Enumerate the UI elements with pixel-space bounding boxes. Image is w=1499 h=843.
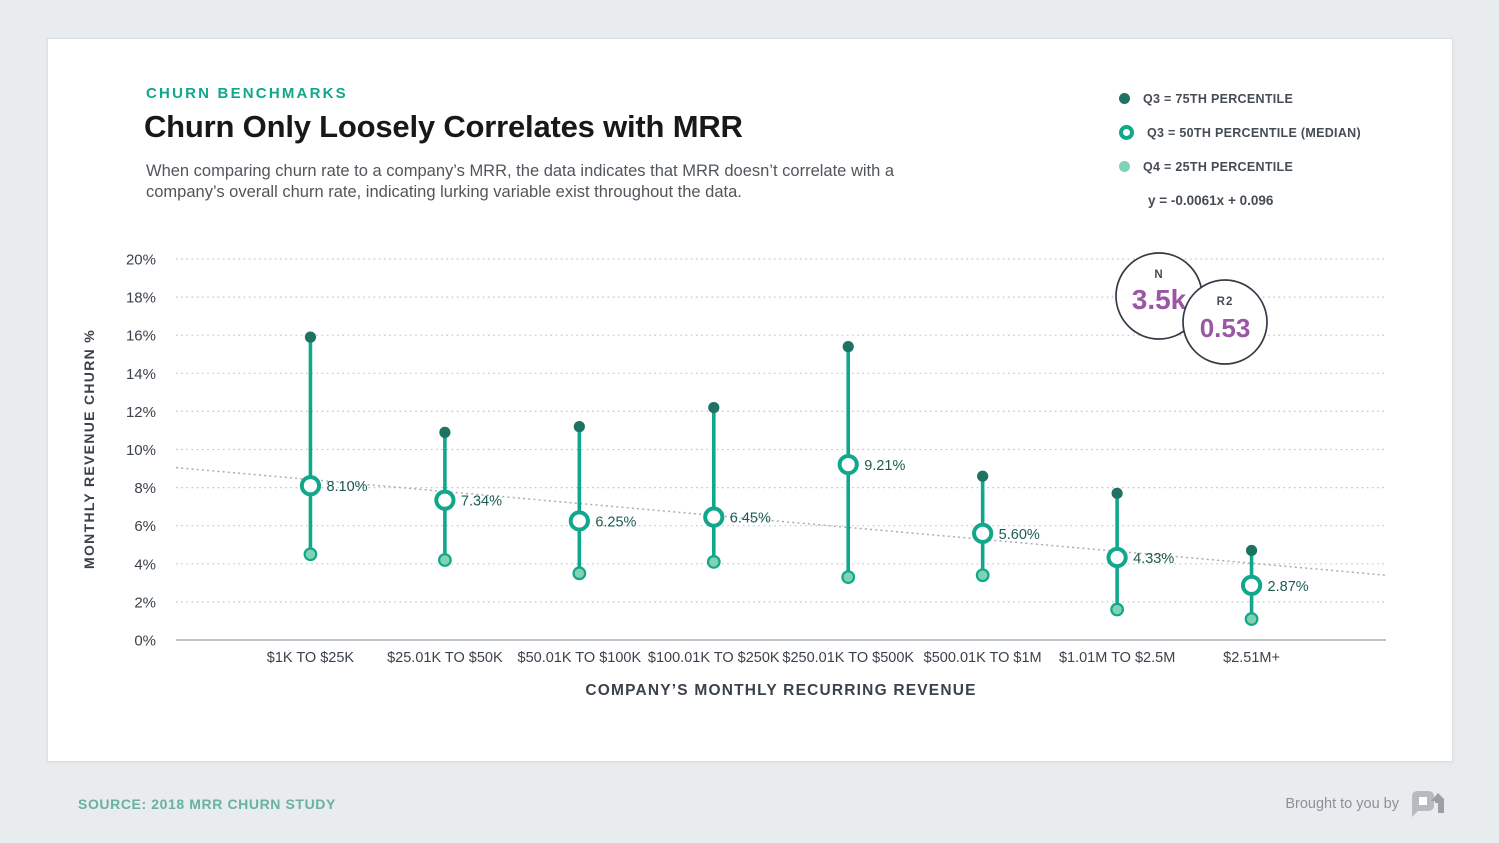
x-axis-title: COMPANY’S MONTHLY RECURRING REVENUE: [585, 682, 976, 699]
median-point: [434, 489, 456, 511]
q3-75th-point: [708, 401, 720, 414]
median-point: [299, 475, 322, 497]
n-value: 3.5k: [1132, 284, 1187, 315]
x-tick-label: $1.01M TO $2.5M: [1059, 650, 1175, 666]
x-tick-label: $50.01K TO $100K: [518, 650, 642, 666]
y-tick-label: 16%: [126, 328, 156, 345]
y-tick-label: 14%: [126, 366, 156, 383]
range-plot-8: 2.87%: [1240, 544, 1309, 626]
median-value-label: 4.33%: [1133, 551, 1174, 567]
brand-logo-icon: [1412, 790, 1444, 817]
range-series: 8.10% 7.34% 6.25% 6.45% 9.21% 5.60% 4.33% 2.87%: [299, 331, 1309, 626]
q1-25th-point: [437, 553, 452, 567]
x-tick-label: $25.01K TO $50K: [387, 650, 503, 666]
y-tick-label: 4%: [134, 556, 156, 573]
r2-value: 0.53: [1200, 313, 1251, 343]
footer: SOURCE: 2018 MRR CHURN STUDY Brought to …: [78, 784, 1445, 824]
median-point: [568, 510, 590, 532]
range-plot-7: 4.33%: [1106, 487, 1174, 617]
range-plot-4: 6.45%: [703, 401, 771, 569]
median-value-label: 5.60%: [999, 527, 1040, 543]
q1-25th-point: [841, 570, 856, 585]
y-tick-label: 12%: [126, 404, 156, 421]
y-tick-label: 0%: [134, 633, 156, 650]
legend-label: Q4 = 25TH PERCENTILE: [1143, 159, 1294, 174]
range-plot-1: 8.10%: [299, 331, 368, 562]
q1-25th-point: [975, 568, 990, 583]
q4-25th-dot-icon: [1119, 161, 1130, 172]
q1-25th-point: [706, 554, 721, 569]
median-point: [837, 453, 859, 476]
median-point: [972, 522, 994, 544]
median-value-label: 9.21%: [864, 458, 905, 474]
churn-vs-mrr-chart: 0% 2% 4% 6% 8% 10% 12% 14% 16% 18% 20% MONTHLY REV…: [81, 252, 1387, 699]
eyebrow-label: CHURN BENCHMARKS: [146, 85, 348, 102]
median-value-label: 6.45%: [730, 511, 771, 527]
legend: Q3 = 75TH PERCENTILE Q3 = 50TH PERCENTIL…: [1119, 91, 1361, 222]
x-tick-label: $1K TO $25K: [267, 650, 355, 666]
q3-75th-point: [573, 421, 585, 433]
median-value-label: 7.34%: [461, 494, 502, 510]
q3-75th-point: [304, 331, 317, 343]
brought-by-label: Brought to you by: [1285, 796, 1399, 812]
trend-equation: y = -0.0061x + 0.096: [1148, 193, 1274, 208]
subtitle: When comparing churn rate to a company’s…: [146, 162, 895, 201]
chart-card: CHURN BENCHMARKS Churn Only Loosely Corr…: [47, 38, 1453, 762]
x-tick-label: $250.01K TO $500K: [782, 650, 914, 666]
legend-label: Q3 = 75TH PERCENTILE: [1143, 91, 1294, 106]
legend-item-median: Q3 = 50TH PERCENTILE (MEDIAN): [1119, 125, 1361, 140]
range-plot-6: 5.60%: [972, 470, 1040, 583]
y-tick-label: 20%: [126, 252, 156, 269]
stat-circles: N 3.5k R2 0.53: [1115, 252, 1268, 365]
median-ring-dot-icon: [1119, 125, 1134, 140]
q1-25th-point: [1244, 612, 1259, 626]
x-tick-label: $2.51M+: [1223, 650, 1280, 666]
y-tick-label: 6%: [134, 518, 156, 535]
source-credit: SOURCE: 2018 MRR CHURN STUDY: [78, 796, 336, 812]
legend-label: Q3 = 50TH PERCENTILE (MEDIAN): [1147, 125, 1361, 140]
x-tick-label: $500.01K TO $1M: [924, 650, 1042, 666]
q3-75th-point: [977, 470, 989, 482]
q1-25th-point: [572, 566, 587, 581]
q1-25th-point: [1110, 602, 1125, 617]
legend-item-25th: Q4 = 25TH PERCENTILE: [1119, 159, 1361, 174]
q3-75th-point: [1111, 487, 1123, 499]
y-axis-tick-labels: 0% 2% 4% 6% 8% 10% 12% 14% 16% 18% 20%: [126, 252, 156, 650]
median-point: [1106, 546, 1128, 569]
range-plot-2: 7.34%: [434, 426, 502, 567]
n-label: N: [1154, 269, 1163, 281]
q3-75th-point: [439, 426, 451, 438]
range-plot-5: 9.21%: [837, 341, 905, 585]
page-title: Churn Only Loosely Correlates with MRR: [144, 109, 743, 144]
range-plot-3: 6.25%: [568, 421, 637, 581]
median-value-label: 2.87%: [1268, 579, 1309, 595]
x-axis-tick-labels: $1K TO $25K $25.01K TO $50K $50.01K TO $10…: [267, 650, 1280, 666]
q3-75th-point: [1245, 544, 1258, 557]
median-point: [703, 506, 725, 528]
y-tick-label: 18%: [126, 290, 156, 307]
median-value-label: 8.10%: [326, 479, 367, 495]
gridlines: [176, 258, 1386, 641]
q3-75th-point: [842, 341, 854, 353]
y-tick-label: 2%: [134, 594, 156, 611]
q1-25th-point: [303, 547, 318, 562]
median-point: [1240, 574, 1263, 596]
q3-75th-dot-icon: [1119, 93, 1130, 104]
y-axis-title: MONTHLY REVENUE CHURN %: [81, 329, 97, 569]
y-tick-label: 8%: [134, 480, 156, 497]
r2-label: R2: [1217, 296, 1234, 308]
legend-item-75th: Q3 = 75TH PERCENTILE: [1119, 91, 1361, 106]
y-tick-label: 10%: [126, 442, 156, 459]
r2-circle: [1182, 279, 1268, 365]
brought-to-you-by: Brought to you by: [1285, 789, 1445, 820]
median-value-label: 6.25%: [595, 514, 636, 530]
x-tick-label: $100.01K TO $250K: [648, 650, 780, 666]
